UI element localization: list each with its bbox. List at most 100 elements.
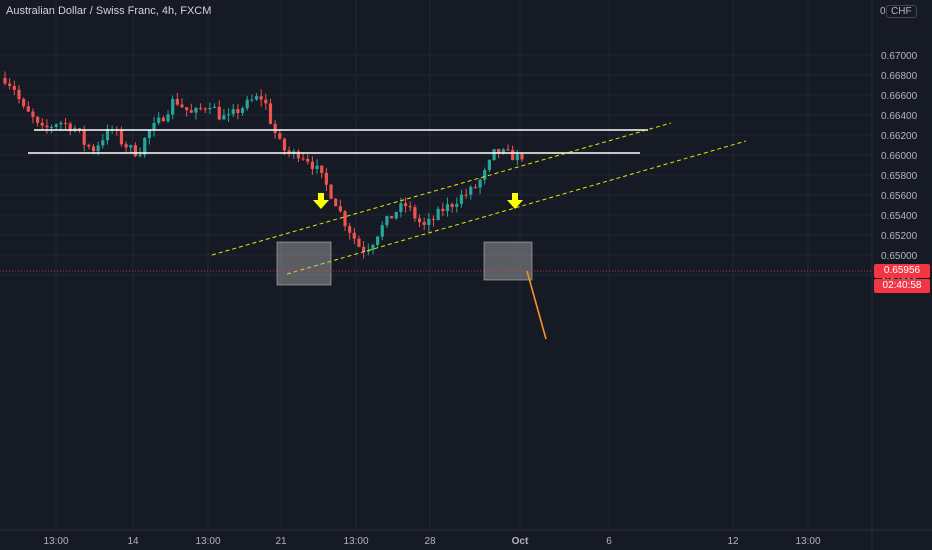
candle-body [487,160,491,170]
currency-selector[interactable]: 0 CHF [880,5,924,20]
candle-body [226,114,231,116]
candles [3,71,524,259]
time-tick-label: 13:00 [343,536,368,547]
price-tick-label: 0.66000 [881,151,918,162]
candle-body [17,89,21,100]
candle-body [473,186,478,188]
candle-body [445,204,450,212]
candle-body [357,238,361,247]
price-tick-label: 0.65400 [881,211,918,222]
candle-body [273,123,277,134]
candle-body [399,203,403,213]
grid [0,0,872,530]
candle-body [343,211,347,227]
channel-lower-line [286,140,747,275]
price-tick-label: 0.66600 [881,91,918,102]
candle-body [254,96,259,100]
candle-body [329,184,333,199]
candle-body [171,98,175,115]
candle-body [199,108,203,110]
candle-body [315,165,319,170]
price-tick-label: 0.65600 [881,191,918,202]
candle-body [22,99,26,107]
candle-body [105,129,110,141]
candle-body [157,117,161,124]
candle-body [334,198,338,207]
price-tick-label: 0.65000 [881,251,918,262]
candle-body [338,206,342,212]
candle-body [217,106,221,120]
candle-body [408,206,412,208]
candle-body [208,107,212,110]
candle-body [87,144,91,147]
time-tick-label: 21 [275,536,287,547]
candle-body [469,186,473,195]
currency-zero-label: 0 [880,6,886,17]
candle-body [268,103,273,124]
candle-body [455,203,459,207]
candle-body [287,150,291,154]
channel-upper-line [211,122,672,256]
countdown-tag: 02:40:58 [874,279,930,293]
candle-body [63,122,68,124]
candle-body [403,203,408,207]
price-tick-label: 0.66400 [881,111,918,122]
candle-body [189,110,193,113]
candle-body [143,138,147,155]
candle-body [464,194,468,196]
candle-body [264,99,268,104]
candle-body [296,151,301,159]
price-tick-label: 0.65200 [881,231,918,242]
candle-body [12,85,16,90]
currency-label[interactable]: CHF [886,5,917,18]
candle-body [231,109,235,115]
candle-body [250,99,254,101]
symbol-title[interactable]: Australian Dollar / Swiss Franc, 4h, FXC… [6,5,212,17]
candle-body [166,114,170,122]
down-arrow-icon [313,193,329,209]
price-tick-label: 0.65800 [881,171,918,182]
candle-body [245,99,249,109]
candle-body [376,236,380,245]
time-tick-label: 13:00 [43,536,68,547]
candle-body [59,122,63,125]
candle-body [394,212,398,219]
candle-body [185,107,189,111]
candle-body [441,208,445,212]
candle-body [371,244,375,251]
candle-body [478,179,482,188]
candle-body [431,218,436,220]
candle-body [511,149,515,161]
candle-body [385,216,389,226]
time-tick-label: 28 [424,536,436,547]
candle-body [91,146,96,152]
candle-body [320,165,324,173]
candle-body [459,194,464,204]
candle-body [236,109,240,114]
candle-body [278,133,282,139]
candle-body [68,123,72,132]
price-tick-label: 0.66200 [881,131,918,142]
time-tick-label: 13:00 [795,536,820,547]
candle-body [422,222,426,225]
candle-body [362,246,366,252]
candle-body [124,144,128,148]
candle-body [492,149,496,161]
candle-body [101,140,105,146]
candle-body [497,149,501,154]
candle-body [203,108,207,110]
candle-body [483,169,487,180]
candle-body [96,145,100,152]
candle-body [31,111,35,117]
candle-body [3,78,7,84]
candle-body [49,127,54,129]
candle-body [501,149,505,154]
candle-body [54,124,58,128]
candle-body [222,115,226,120]
candle-body [40,122,44,126]
candle-body [436,208,440,220]
candle-body [138,154,142,157]
candle-body [506,149,510,151]
candle-body [352,232,356,239]
